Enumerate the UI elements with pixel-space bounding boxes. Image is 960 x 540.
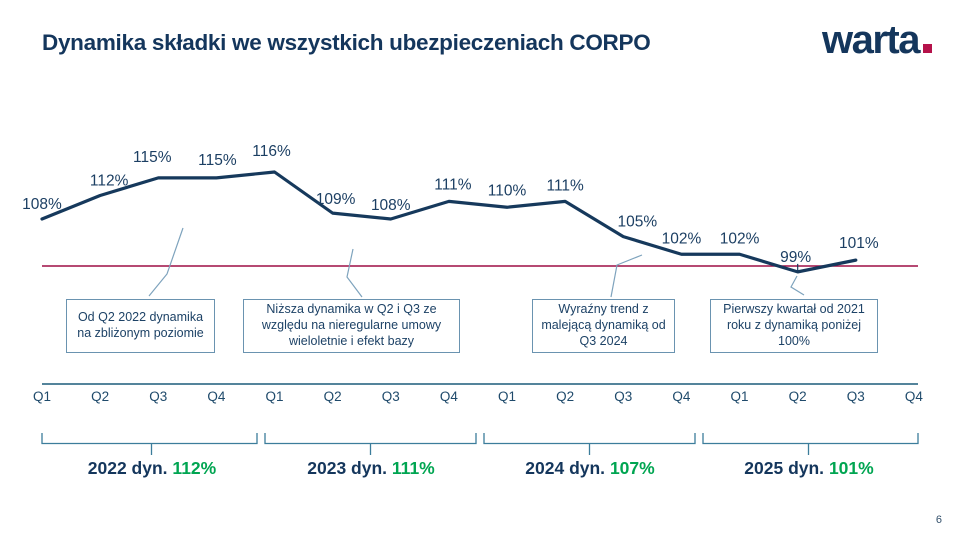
value-label: 105% (617, 214, 657, 231)
year-bracket (483, 433, 696, 455)
year-value-text: 101% (828, 458, 874, 478)
callout-connector (610, 254, 643, 298)
x-axis-label: Q2 (788, 389, 807, 404)
x-axis-label: Q3 (846, 389, 865, 404)
x-axis-label: Q1 (498, 389, 517, 404)
x-axis-label: Q3 (149, 389, 168, 404)
year-value-text: 107% (609, 458, 655, 478)
callout-connector (148, 227, 184, 297)
logo-text: warta (822, 18, 921, 62)
callout-connector (790, 275, 805, 296)
year-label-text: 2023 dyn. (307, 458, 388, 478)
value-label: 102% (720, 230, 760, 247)
x-axis-label: Q4 (207, 389, 226, 404)
value-label: 112% (90, 173, 129, 190)
value-label: 108% (22, 196, 62, 213)
year-label-text: 2024 dyn. (525, 458, 606, 478)
annotation-box: Wyraźny trend z malejącą dynamiką od Q3 … (532, 299, 675, 353)
x-axis-label: Q4 (439, 389, 458, 404)
year-dyn-label: 2025 dyn. 101% (689, 458, 929, 479)
year-value-text: 112% (172, 458, 217, 478)
page-number: 6 (935, 514, 942, 526)
year-dyn-label: 2022 dyn. 112% (32, 458, 272, 479)
x-axis-label: Q4 (904, 389, 923, 404)
x-axis-label: Q1 (730, 389, 749, 404)
x-axis-label: Q2 (91, 389, 110, 404)
year-label-text: 2025 dyn. (744, 458, 825, 478)
value-label: 116% (252, 143, 291, 160)
page-title: Dynamika składki we wszystkich ubezpiecz… (42, 30, 651, 55)
logo-dot-icon (923, 44, 932, 53)
year-bracket (264, 433, 477, 455)
value-label: 110% (488, 182, 527, 199)
value-label: 115% (198, 152, 237, 169)
value-label: 99% (780, 249, 811, 266)
year-bracket (41, 433, 258, 455)
annotation-box: Od Q2 2022 dynamika na zbliżonym poziomi… (66, 299, 215, 353)
x-axis-label: Q1 (32, 389, 51, 404)
x-axis-label: Q3 (381, 389, 400, 404)
year-dyn-label: 2024 dyn. 107% (470, 458, 710, 479)
annotation-box: Pierwszy kwartał od 2021 roku z dynamiką… (710, 299, 878, 353)
annotation-box: Niższa dynamika w Q2 i Q3 ze względu na … (243, 299, 460, 353)
value-label: 101% (839, 235, 879, 252)
year-label-text: 2022 dyn. (87, 458, 168, 478)
year-value-text: 111% (391, 458, 435, 478)
x-axis-label: Q1 (265, 389, 284, 404)
premium-dynamics-line (40, 170, 858, 274)
value-label: 109% (316, 191, 356, 208)
value-label: 111% (546, 177, 584, 194)
year-dyn-label: 2023 dyn. 111% (251, 458, 491, 479)
callout-connector (346, 248, 363, 298)
warta-logo: warta (822, 18, 932, 63)
x-axis-label: Q2 (556, 389, 575, 404)
value-label: 115% (133, 149, 172, 166)
x-axis-label: Q4 (672, 389, 691, 404)
x-axis-label: Q3 (614, 389, 633, 404)
x-axis-label: Q2 (323, 389, 342, 404)
value-label: 102% (662, 230, 702, 247)
year-bracket (702, 433, 919, 455)
value-label: 108% (371, 197, 411, 214)
value-label: 111% (434, 176, 472, 193)
